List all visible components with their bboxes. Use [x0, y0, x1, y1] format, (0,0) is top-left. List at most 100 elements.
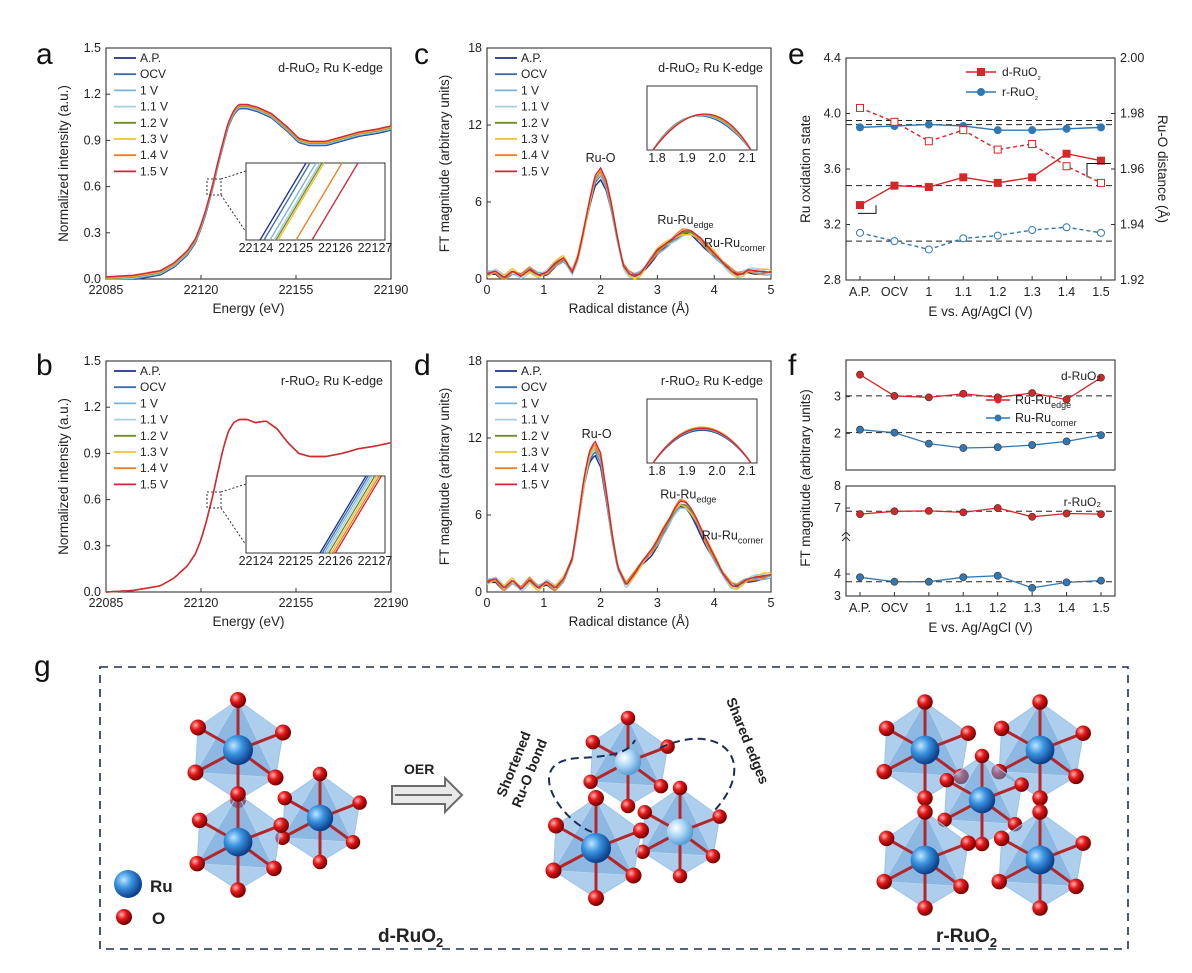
y2-tick-label: 1.98	[1120, 107, 1144, 121]
data-point	[1028, 140, 1037, 149]
mid-o-atom	[672, 780, 688, 796]
data-point	[924, 393, 933, 402]
subplot-label: d-RuO₂	[1061, 369, 1101, 383]
x-tick-label: 1.2	[989, 601, 1006, 615]
series-line-3	[859, 226, 1102, 251]
y-tick-label: 0.9	[84, 446, 101, 460]
y2-tick-label: 1.96	[1120, 162, 1144, 176]
schematic-panel: Ru O OER ShortenedRu-O bond Shared edges…	[99, 666, 1129, 950]
y-tick-label: 18	[468, 41, 482, 55]
legend-marker	[994, 414, 1002, 422]
r-ruo2-label: r-RuO2	[936, 926, 997, 950]
edge-highlight-dash	[659, 737, 736, 811]
x-tick-label: 0	[484, 283, 491, 297]
inset-arc-7	[652, 113, 752, 151]
inset-line-0	[319, 475, 367, 554]
data-point	[1097, 178, 1105, 187]
mid-o-atom	[712, 809, 727, 824]
mid-ru-atom	[581, 833, 611, 863]
peak-label-ru-o: Ru-O	[586, 151, 616, 165]
legend-label: 1.2 V	[521, 429, 549, 443]
shared-edges-label: Shared edges	[723, 695, 772, 786]
series-line-0	[859, 507, 1102, 518]
y-tick-label: 2	[834, 426, 841, 440]
legend-label: r-RuO₂	[1002, 85, 1039, 101]
x-axis-label: Radical distance (Å)	[569, 301, 690, 316]
r-o-atom	[974, 836, 990, 852]
r-o-atom	[974, 748, 990, 764]
y-tick-label: 1.2	[84, 87, 101, 101]
legend-label: 1.2 V	[140, 429, 168, 443]
x-tick-label: 1.1	[955, 285, 972, 299]
r-o-atom	[1068, 768, 1084, 785]
x-tick-label: 1.3	[1023, 285, 1040, 299]
x-tick-label: 22085	[89, 596, 124, 610]
series-line-0	[859, 374, 1102, 401]
x-tick-label: 1.2	[989, 285, 1006, 299]
inset-tick-label: 1.9	[678, 151, 695, 165]
legend-label: 1.3 V	[140, 445, 168, 459]
r-o-atom	[878, 830, 895, 847]
ru-legend-icon	[114, 870, 142, 898]
series-line-7	[486, 166, 772, 278]
inset-tick-label: 2.0	[708, 151, 725, 165]
d-ru-atom	[223, 827, 253, 857]
data-point	[1097, 373, 1105, 382]
x-tick-label: 22190	[374, 283, 409, 297]
d-o-atom	[189, 855, 205, 872]
inset-tick-label: 1.9	[678, 464, 695, 478]
series-line-0	[486, 178, 772, 280]
r-o-atom	[1014, 777, 1029, 792]
inset-line-6	[332, 475, 380, 554]
x-tick-label: 1.4	[1058, 285, 1075, 299]
series-line-7	[105, 418, 392, 593]
inset-tick-label: 22127	[358, 241, 393, 255]
inset-line-3	[326, 475, 374, 554]
y-tick-label: 12	[468, 431, 482, 445]
x-tick-label: A.P.	[849, 285, 871, 299]
bond-highlight-dash	[548, 739, 636, 833]
y2-axis-label: Ru-O distance (Å)	[1155, 115, 1170, 223]
x-tick-label: 22120	[184, 596, 219, 610]
chart-annotation: r-RuO₂ Ru K-edge	[661, 374, 763, 388]
inset-line-5	[277, 162, 325, 241]
data-point	[993, 443, 1002, 452]
data-point	[924, 183, 933, 192]
series-line-1	[486, 174, 772, 278]
inset-line-7	[334, 475, 382, 554]
x-tick-label: 22155	[279, 596, 314, 610]
series-line-3	[486, 445, 772, 593]
inset-tick-label: 2.1	[738, 464, 755, 478]
r-o-atom	[1032, 790, 1048, 806]
x-tick-label: 5	[768, 596, 775, 610]
x-tick-label: 1	[925, 601, 932, 615]
data-point	[856, 201, 864, 210]
data-point	[1028, 512, 1037, 521]
x-axis-label: Energy (eV)	[212, 301, 284, 316]
inset-line-3	[273, 162, 321, 241]
data-point	[1097, 431, 1105, 440]
x-tick-label: 22190	[374, 596, 409, 610]
y-tick-label: 12	[468, 118, 482, 132]
x-tick-label: 3	[654, 283, 661, 297]
y-tick-label: 0.0	[84, 272, 101, 286]
y-tick-label: 0.9	[84, 133, 101, 147]
d-o-atom	[312, 766, 328, 782]
inset-tick-label: 22127	[358, 554, 393, 568]
inset-tick-label: 1.8	[648, 464, 665, 478]
inset-frame	[646, 398, 758, 464]
legend-label: OCV	[140, 67, 166, 81]
r-ru-atom	[968, 786, 996, 814]
inset-frame	[245, 475, 386, 554]
r-o-atom	[939, 772, 955, 788]
r-o-atom	[1032, 694, 1048, 710]
legend-label: 1.1 V	[140, 413, 168, 427]
series-line-6	[486, 443, 772, 592]
mid-o-atom	[548, 817, 564, 834]
data-point	[924, 577, 933, 586]
chart-b-xanes-r: 22085 22120 22155 22190 0.0 0.3 0.6 0.9 1.2 1.5 En…	[56, 354, 408, 629]
oer-label: OER	[404, 761, 434, 777]
data-point	[1028, 441, 1037, 449]
inset-arc-7	[652, 427, 752, 464]
data-point	[959, 126, 968, 135]
